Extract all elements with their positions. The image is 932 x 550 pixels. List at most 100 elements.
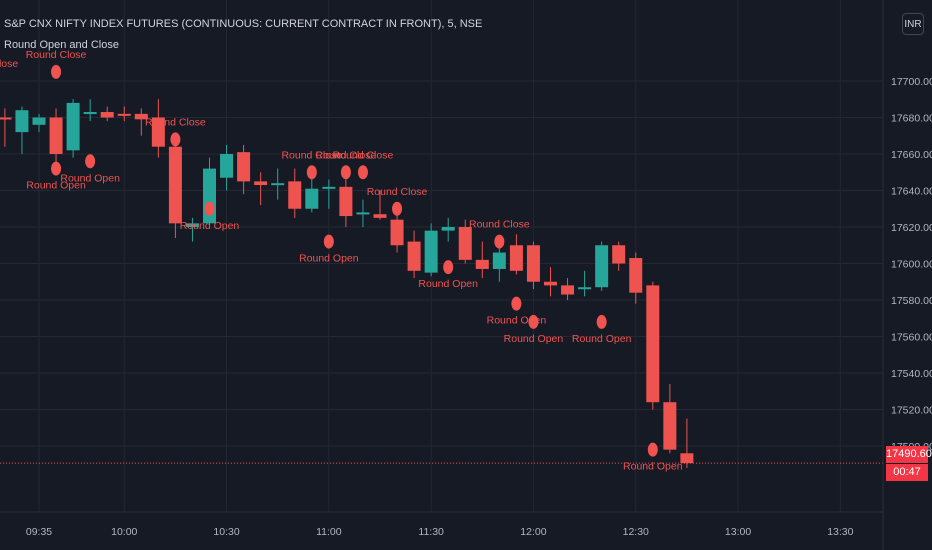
candle-body xyxy=(100,112,114,118)
signal-label: Round Open xyxy=(623,461,683,473)
candle-body xyxy=(526,245,540,282)
candle-body xyxy=(578,287,592,290)
round-open-marker xyxy=(647,442,658,457)
time-tick-label: 13:30 xyxy=(827,526,853,538)
candle-body xyxy=(288,181,302,209)
candle-body xyxy=(49,117,63,154)
signal-label: Round Close xyxy=(367,186,428,198)
time-tick-label: 09:35 xyxy=(26,526,52,538)
price-tick-label: 17700.00 xyxy=(891,76,932,88)
candle-body xyxy=(305,188,319,209)
candle-body xyxy=(15,110,29,133)
candle-body xyxy=(663,402,677,450)
signal-label: Round Close xyxy=(26,49,87,61)
time-tick-label: 13:00 xyxy=(725,526,751,538)
round-close-marker xyxy=(340,165,351,180)
candle-body xyxy=(356,212,370,215)
candle-body xyxy=(271,183,285,186)
candle-body xyxy=(322,186,336,189)
price-tick-label: 17560.00 xyxy=(891,332,932,344)
chart-title[interactable]: S&P CNX NIFTY INDEX FUTURES (CONTINUOUS:… xyxy=(4,18,483,30)
candle-body xyxy=(390,219,404,246)
round-open-marker xyxy=(204,201,215,216)
time-tick-label: 12:30 xyxy=(623,526,649,538)
candle-body xyxy=(339,186,353,217)
candle-body xyxy=(646,285,660,403)
signal-label: Round Open xyxy=(180,220,240,232)
signal-label: Round Close xyxy=(0,58,1,70)
candle-body xyxy=(254,181,268,186)
candle-body xyxy=(544,281,557,286)
price-tick-label: 17540.00 xyxy=(891,368,932,380)
candle-body xyxy=(151,117,165,147)
round-open-marker xyxy=(323,234,334,249)
signal-label: Round Close xyxy=(0,58,18,70)
signal-label: Round Open xyxy=(299,253,359,265)
candle-body xyxy=(492,252,506,269)
signal-label: Round Open xyxy=(504,333,564,345)
signal-label: Round Open xyxy=(60,172,120,184)
time-tick-label: 11:00 xyxy=(316,526,342,538)
time-tick-label: 11:30 xyxy=(418,526,444,538)
indicator-label[interactable]: Round Open and Close xyxy=(4,39,119,51)
currency-button[interactable]: INR xyxy=(902,13,924,35)
round-open-marker xyxy=(85,154,96,169)
candle-body xyxy=(373,214,387,218)
round-close-marker xyxy=(306,165,317,180)
signal-label: Round Close xyxy=(281,149,342,161)
round-open-marker xyxy=(528,314,539,329)
candle-body xyxy=(117,113,131,116)
round-close-marker xyxy=(170,132,181,147)
signal-label: Round Open xyxy=(418,278,478,290)
price-tick-label: 17640.00 xyxy=(891,186,932,198)
price-tick-label: 17660.00 xyxy=(891,149,932,161)
price-tick-label: 17580.00 xyxy=(891,295,932,307)
candle-body xyxy=(475,259,489,269)
round-close-marker xyxy=(392,201,403,216)
candle-body xyxy=(612,245,626,264)
bar-countdown-tag: 00:47 xyxy=(886,464,928,481)
round-open-marker xyxy=(443,260,454,275)
signal-label: Round Close xyxy=(469,219,530,231)
candle-body xyxy=(185,223,199,227)
round-close-marker xyxy=(357,165,368,180)
candle-body xyxy=(237,152,251,182)
signal-label: Round Open xyxy=(572,333,632,345)
round-close-marker xyxy=(494,234,505,249)
time-axis[interactable]: 09:35 10:00 10:30 11:00 11:30 12:00 12:30 13:00… xyxy=(0,511,883,538)
candle-body xyxy=(0,117,12,120)
price-tick-label: 17520.00 xyxy=(891,405,932,417)
candle-body xyxy=(134,113,148,120)
round-open-marker xyxy=(511,296,522,311)
price-tick-label: 17600.00 xyxy=(891,259,932,271)
time-tick-label: 10:00 xyxy=(111,526,137,538)
last-price-tag: 17490.60 xyxy=(886,446,932,463)
price-tick-label: 17680.00 xyxy=(891,113,932,125)
candle-body xyxy=(458,227,472,260)
candle-body xyxy=(168,146,182,224)
candle-body xyxy=(629,258,643,293)
candle-body xyxy=(595,245,609,288)
price-tick-label: 17620.00 xyxy=(891,222,932,234)
candle-body xyxy=(424,230,438,273)
candle-body xyxy=(66,102,80,151)
signal-label: Round Close xyxy=(316,149,377,161)
candle-body xyxy=(220,154,234,178)
candle-body xyxy=(407,241,421,271)
round-open-marker xyxy=(596,314,607,329)
candle-body xyxy=(561,285,575,295)
round-close-marker xyxy=(51,64,62,79)
round-open-marker xyxy=(51,161,62,176)
candle-body xyxy=(83,112,97,115)
time-tick-label: 10:30 xyxy=(213,526,239,538)
candle-body xyxy=(32,117,46,125)
candle-body xyxy=(509,245,523,271)
signal-label: Round Close xyxy=(145,116,206,128)
signal-label: Round Open xyxy=(26,180,86,192)
candle-body xyxy=(441,227,455,231)
signal-label: Round Close xyxy=(333,149,394,161)
time-tick-label: 12:00 xyxy=(520,526,546,538)
